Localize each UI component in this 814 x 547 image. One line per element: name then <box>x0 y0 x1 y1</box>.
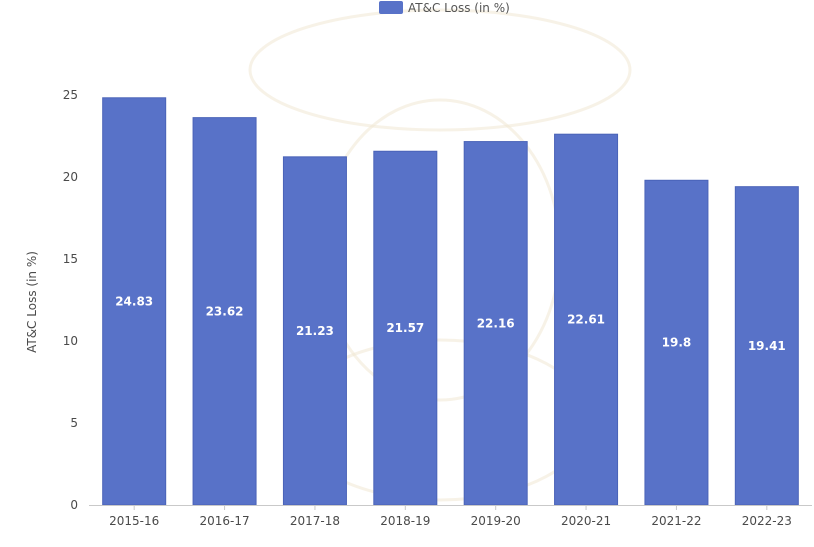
bar-value-label: 24.83 <box>115 294 153 308</box>
bar-value-label: 22.61 <box>567 313 605 327</box>
x-tick-label: 2021-22 <box>651 514 701 528</box>
y-tick-label: 10 <box>63 334 78 348</box>
x-tick-label: 2015-16 <box>109 514 159 528</box>
x-tick-label: 2022-23 <box>742 514 792 528</box>
y-tick-label: 20 <box>63 170 78 184</box>
bar-value-label: 21.23 <box>296 324 334 338</box>
x-tick-label: 2020-21 <box>561 514 611 528</box>
y-tick-label: 15 <box>63 252 78 266</box>
legend-swatch <box>379 1 403 14</box>
y-tick-label: 25 <box>63 88 78 102</box>
y-axis-title: AT&C Loss (in %) <box>25 251 39 353</box>
bar-value-label: 23.62 <box>206 304 244 318</box>
bar <box>644 179 709 506</box>
bar <box>554 133 619 506</box>
x-tick-label: 2016-17 <box>199 514 249 528</box>
bar-value-label: 22.16 <box>477 316 515 330</box>
x-axis: 2015-16 2016-17 2017-18 2018-19 2019-20 2020-… <box>109 505 792 528</box>
bar-value-label: 19.41 <box>748 339 786 353</box>
bar-labels: 24.83 23.62 21.23 21.57 22.16 22.61 19.8 19.41 <box>115 294 786 352</box>
y-axis: 0 5 10 15 20 25 <box>63 88 78 512</box>
bars <box>102 97 799 506</box>
bar-value-label: 21.57 <box>386 321 424 335</box>
bar <box>282 156 347 506</box>
bar <box>463 141 528 506</box>
legend-label: AT&C Loss (in %) <box>408 1 510 15</box>
x-tick-label: 2019-20 <box>471 514 521 528</box>
x-tick-label: 2018-19 <box>380 514 430 528</box>
bar <box>102 97 167 506</box>
bar <box>373 150 438 506</box>
bar-value-label: 19.8 <box>662 336 692 350</box>
bar <box>734 186 799 506</box>
y-tick-label: 0 <box>70 498 78 512</box>
legend: AT&C Loss (in %) <box>379 1 510 15</box>
y-tick-label: 5 <box>70 416 78 430</box>
x-tick-label: 2017-18 <box>290 514 340 528</box>
